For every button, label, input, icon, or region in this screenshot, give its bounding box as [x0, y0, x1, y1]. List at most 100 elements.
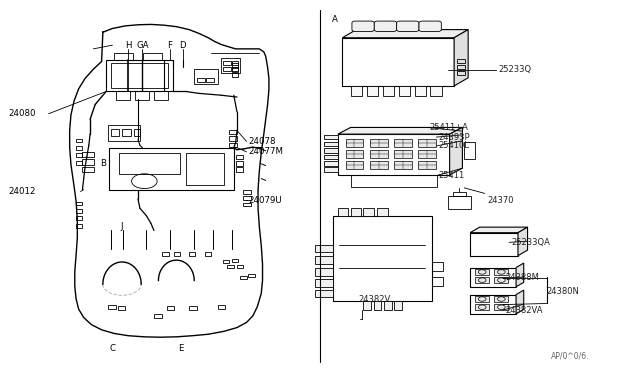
Bar: [346, 139, 364, 147]
Bar: [458, 65, 465, 69]
Bar: [223, 67, 230, 71]
Bar: [324, 161, 338, 166]
Bar: [205, 252, 211, 256]
Bar: [324, 155, 338, 159]
Bar: [431, 86, 442, 96]
Bar: [206, 78, 214, 82]
Bar: [394, 139, 412, 147]
Bar: [346, 150, 364, 158]
Text: J: J: [121, 222, 124, 231]
Bar: [83, 167, 94, 172]
Bar: [475, 277, 489, 283]
Text: 25411+A: 25411+A: [430, 123, 468, 132]
Bar: [324, 148, 338, 153]
Text: 25233QA: 25233QA: [511, 238, 550, 247]
FancyBboxPatch shape: [352, 21, 374, 32]
Bar: [116, 92, 130, 100]
Bar: [494, 277, 508, 283]
Bar: [186, 153, 224, 185]
Bar: [364, 208, 374, 216]
Bar: [494, 269, 508, 275]
Bar: [364, 301, 371, 310]
Bar: [76, 161, 83, 164]
FancyBboxPatch shape: [419, 21, 442, 32]
Bar: [76, 146, 83, 150]
Bar: [236, 161, 243, 166]
Bar: [394, 301, 402, 310]
Text: 24382VA: 24382VA: [505, 306, 543, 315]
Bar: [154, 92, 168, 100]
Bar: [458, 71, 465, 75]
Bar: [419, 150, 436, 158]
Bar: [119, 153, 179, 174]
Bar: [351, 175, 437, 187]
Bar: [248, 274, 255, 277]
Text: 24380N: 24380N: [547, 287, 580, 296]
Bar: [229, 137, 237, 141]
Bar: [453, 192, 466, 196]
Polygon shape: [516, 263, 524, 287]
Bar: [475, 304, 489, 310]
Bar: [236, 167, 243, 172]
Bar: [232, 63, 238, 67]
Bar: [315, 244, 333, 252]
Text: 24370: 24370: [487, 196, 514, 205]
Bar: [315, 268, 333, 276]
Bar: [193, 68, 218, 84]
Bar: [419, 161, 436, 169]
Bar: [76, 209, 83, 213]
Text: AP/0^0/6.: AP/0^0/6.: [551, 351, 589, 360]
Bar: [106, 60, 173, 92]
Bar: [154, 314, 162, 318]
Bar: [458, 59, 465, 63]
Bar: [448, 196, 470, 209]
Text: 24079U: 24079U: [248, 196, 282, 205]
Text: 25410L: 25410L: [439, 141, 470, 151]
Bar: [111, 129, 120, 136]
Bar: [135, 92, 149, 100]
Bar: [470, 233, 518, 256]
Text: A: A: [332, 16, 337, 25]
Polygon shape: [450, 128, 463, 175]
Bar: [370, 150, 388, 158]
Text: 24078: 24078: [248, 137, 276, 146]
Bar: [83, 159, 94, 164]
Text: 24077M: 24077M: [248, 147, 284, 156]
Bar: [415, 86, 426, 96]
Bar: [111, 63, 168, 88]
Text: B: B: [100, 159, 106, 168]
Bar: [237, 264, 243, 267]
Bar: [232, 68, 238, 72]
Bar: [494, 296, 508, 302]
Bar: [134, 129, 140, 136]
Polygon shape: [338, 128, 463, 134]
Bar: [338, 208, 348, 216]
Bar: [76, 153, 83, 157]
Bar: [315, 256, 333, 264]
Bar: [118, 307, 125, 310]
Bar: [378, 208, 388, 216]
Bar: [167, 307, 174, 310]
Bar: [324, 141, 338, 146]
Text: D: D: [179, 41, 186, 50]
Bar: [218, 305, 225, 309]
Text: H: H: [125, 41, 132, 50]
Bar: [432, 262, 444, 271]
Bar: [232, 259, 238, 262]
Bar: [384, 301, 392, 310]
Bar: [342, 38, 454, 86]
Bar: [370, 161, 388, 169]
Text: E: E: [178, 344, 184, 353]
Bar: [243, 196, 251, 200]
Bar: [232, 61, 238, 65]
Bar: [229, 142, 237, 147]
Bar: [76, 224, 83, 228]
Bar: [243, 203, 251, 206]
Bar: [383, 86, 394, 96]
Text: 25233Q: 25233Q: [499, 65, 532, 74]
Bar: [374, 301, 381, 310]
Bar: [338, 134, 450, 175]
Bar: [394, 161, 412, 169]
Bar: [221, 58, 240, 73]
FancyBboxPatch shape: [374, 21, 397, 32]
